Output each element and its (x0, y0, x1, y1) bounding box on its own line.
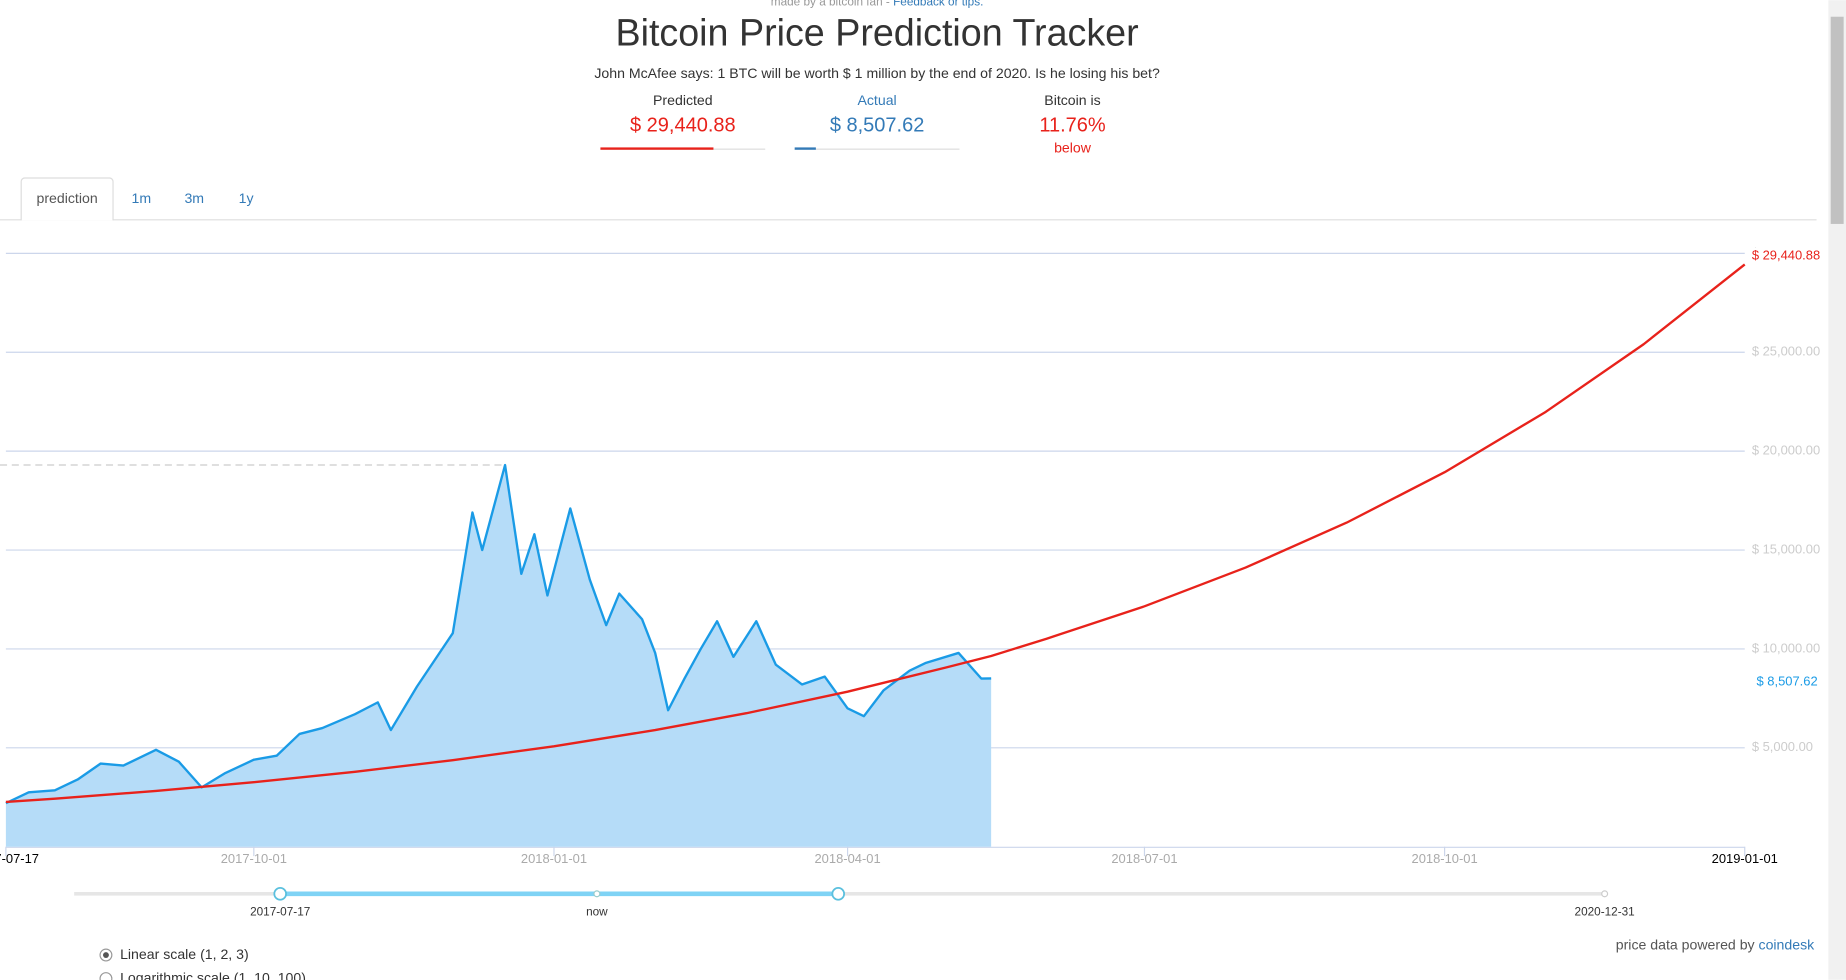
predicted-label: Predicted (653, 92, 713, 108)
slider-label: 2017-07-17 (250, 906, 310, 919)
radio-label[interactable]: Linear scale (1, 2, 3) (120, 946, 249, 962)
end-label-bg (1749, 247, 1830, 265)
scrollbar-thumb[interactable] (1830, 16, 1844, 224)
x-tick-label: 2018-04-01 (814, 851, 880, 866)
progress-bar (794, 147, 816, 150)
stat-label: Bitcoin is (1044, 92, 1100, 108)
slider-dot (593, 890, 601, 898)
slider-dot (1601, 890, 1609, 898)
y-tick-label: $ 25,000.00 (1752, 344, 1820, 359)
radio[interactable] (99, 972, 113, 980)
tab[interactable]: 3m (184, 190, 204, 206)
x-tick-label: 2018-10-01 (1412, 851, 1478, 866)
slider-label: now (586, 906, 608, 919)
tab[interactable]: 1m (131, 190, 151, 206)
x-tick-label: 2017-07-17 (0, 851, 39, 866)
end-label: $ 29,440.88 (1752, 248, 1820, 263)
footer-text: price data powered by (1616, 936, 1759, 952)
actual-value: $ 8,507.62 (830, 114, 925, 136)
scrollbar (1828, 0, 1846, 980)
x-tick-label: 2018-01-01 (521, 851, 587, 866)
actual-label: Actual (857, 92, 896, 108)
radio-label[interactable]: Logarithmic scale (1, 10, 100) (120, 969, 306, 980)
stat-value: 11.76% (1039, 114, 1106, 136)
slider-label: 2020-12-31 (1575, 906, 1635, 919)
slider-handle[interactable] (831, 887, 846, 901)
tab[interactable]: 1y (239, 190, 255, 206)
area (5, 465, 992, 847)
tab[interactable]: prediction (37, 190, 98, 206)
coindesk-link[interactable]: coindesk (1759, 936, 1816, 952)
x-tick-label: 2017-10-01 (221, 851, 287, 866)
predicted-value: $ 29,440.88 (630, 114, 736, 136)
series-line (5, 263, 1746, 804)
title: Bitcoin Price Prediction Tracker (615, 12, 1138, 54)
end-label: $ 8,507.62 (1757, 673, 1818, 688)
stat-note: below (1054, 139, 1092, 155)
active-tab (20, 177, 114, 221)
y-tick-label: $ 10,000.00 (1752, 640, 1820, 655)
credit: made by a bitcoin fan - Feedback or tips… (771, 0, 984, 9)
progress-bar (600, 147, 714, 150)
feedback-link[interactable]: Feedback or tips. (893, 0, 983, 9)
y-tick-label: $ 20,000.00 (1752, 443, 1820, 458)
x-tick-label: 2018-07-01 (1111, 851, 1177, 866)
radio-dot (103, 952, 109, 958)
series-line (5, 463, 992, 805)
end-label-bg (1754, 673, 1835, 691)
footer: price data powered by coindesk (1616, 936, 1815, 952)
x-tick-label: 2019-01-01 (1712, 851, 1778, 866)
progress-track (794, 148, 960, 150)
y-tick-label: $ 5,000.00 (1752, 739, 1813, 754)
credit-text: made by a bitcoin fan - (771, 0, 893, 9)
subtitle: John McAfee says: 1 BTC will be worth $ … (594, 65, 1160, 81)
slider-handle[interactable] (273, 887, 287, 901)
y-tick-label: $ 15,000.00 (1752, 541, 1820, 556)
